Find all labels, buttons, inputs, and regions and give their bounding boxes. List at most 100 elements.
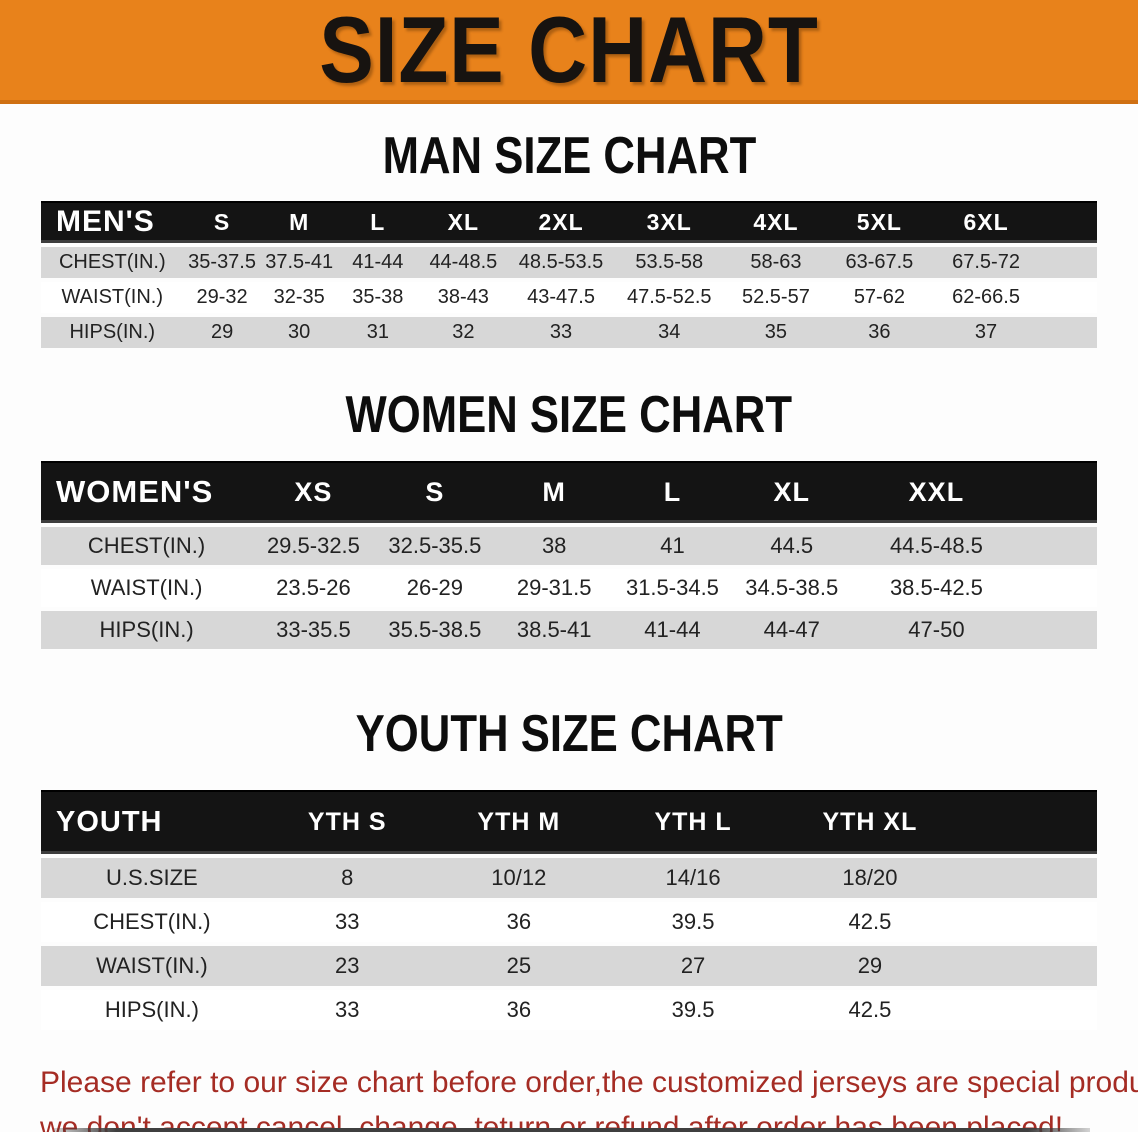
table-row: CHEST(IN.) 35-37.5 37.5-41 41-44 44-48.5 48.5…	[41, 247, 1097, 279]
size-cell: 38-43	[417, 282, 509, 314]
women-section-heading: WOMEN SIZE CHART	[0, 387, 1138, 443]
size-cell: 10/12	[431, 858, 606, 899]
row-label: CHEST(IN.)	[41, 527, 253, 566]
column-header: XL	[731, 461, 852, 524]
size-cell: 63-67.5	[826, 247, 933, 279]
section-men: MAN SIZE CHART MEN'S S M L XL 2XL 3XL 4XL 5XL 6XL…	[0, 127, 1138, 352]
size-cell: 41-44	[613, 611, 732, 650]
youth-section-heading-text: YOUTH SIZE CHART	[355, 705, 783, 764]
size-cell: 44.5	[731, 527, 852, 566]
mens-size-table: MEN'S S M L XL 2XL 3XL 4XL 5XL 6XL CHEST(IN.) 35-37…	[41, 197, 1097, 352]
size-cell: 35-38	[337, 282, 418, 314]
size-cell: 36	[431, 990, 606, 1031]
size-table: YOUTH YTH S YTH M YTH L YTH XL U.S.SIZE 8 10/12…	[41, 786, 1097, 1034]
size-cell: 27	[605, 946, 781, 987]
size-cell: 58-63	[725, 247, 827, 279]
size-cell: 31.5-34.5	[613, 569, 732, 608]
table-row: HIPS(IN.) 29 30 31 32 33 34 35 36 37	[41, 317, 1097, 349]
column-header: YTH M	[431, 790, 606, 855]
bottom-edge-strip	[54, 1128, 1090, 1132]
size-cell: 35-37.5	[183, 247, 261, 279]
size-cell: 32	[417, 317, 509, 349]
table-row: U.S.SIZE 8 10/12 14/16 18/20	[41, 858, 1097, 899]
table-row: WAIST(IN.) 23.5-26 26-29 29-31.5 31.5-34.5 34…	[41, 569, 1097, 608]
size-cell: 38.5-42.5	[851, 569, 1021, 608]
size-cell: 39.5	[605, 990, 781, 1031]
table-row: HIPS(IN.) 33-35.5 35.5-38.5 38.5-41 41-44 44-…	[41, 611, 1097, 650]
table-header-row: MEN'S S M L XL 2XL 3XL 4XL 5XL 6XL	[41, 201, 1097, 244]
row-spacer-cell	[959, 858, 1097, 899]
column-header: XL	[417, 201, 509, 244]
size-cell: 36	[826, 317, 933, 349]
size-cell: 29.5-32.5	[252, 527, 375, 566]
size-cell: 18/20	[780, 858, 960, 899]
column-header: 4XL	[725, 201, 827, 244]
table-row: CHEST(IN.) 33 36 39.5 42.5	[41, 902, 1097, 943]
column-header: 5XL	[826, 201, 933, 244]
row-label: U.S.SIZE	[41, 858, 263, 899]
header-spacer-cell	[1039, 201, 1097, 244]
row-spacer-cell	[959, 902, 1097, 943]
column-header: L	[337, 201, 418, 244]
size-cell: 53.5-58	[613, 247, 726, 279]
column-header: 6XL	[932, 201, 1040, 244]
size-cell: 30	[260, 317, 338, 349]
size-cell: 29	[780, 946, 960, 987]
banner-title: SIZE CHART	[319, 0, 819, 102]
size-cell: 44.5-48.5	[851, 527, 1021, 566]
column-header: YTH S	[262, 790, 432, 855]
size-cell: 23.5-26	[252, 569, 375, 608]
table-row: WAIST(IN.) 23 25 27 29	[41, 946, 1097, 987]
size-cell: 41-44	[337, 247, 418, 279]
table-row: WAIST(IN.) 29-32 32-35 35-38 38-43 43-47.5 47.…	[41, 282, 1097, 314]
size-cell: 8	[262, 858, 432, 899]
womens-size-table: WOMEN'S XS S M L XL XXL CHEST(IN.) 29.5-32.5 32.5…	[41, 457, 1097, 653]
table-corner-label: YOUTH	[41, 790, 263, 855]
table-corner-label: WOMEN'S	[41, 461, 253, 524]
size-cell: 34	[613, 317, 726, 349]
size-cell: 14/16	[605, 858, 781, 899]
header-spacer-cell	[959, 790, 1097, 855]
row-label: HIPS(IN.)	[41, 990, 263, 1031]
table-header-row: YOUTH YTH S YTH M YTH L YTH XL	[41, 790, 1097, 855]
size-cell: 43-47.5	[508, 282, 614, 314]
column-header: XS	[252, 461, 375, 524]
size-cell: 44-48.5	[417, 247, 509, 279]
row-spacer-cell	[1020, 569, 1097, 608]
disclaimer-line-2: we don't accept cancel, change, teturn o…	[40, 1111, 1064, 1132]
row-label: WAIST(IN.)	[41, 569, 253, 608]
row-spacer-cell	[959, 990, 1097, 1031]
size-cell: 42.5	[780, 990, 960, 1031]
header-spacer-cell	[1020, 461, 1097, 524]
men-section-heading: MAN SIZE CHART	[0, 127, 1138, 185]
disclaimer-text: Please refer to our size chart before or…	[40, 1060, 1138, 1132]
size-cell: 29	[183, 317, 261, 349]
row-spacer-cell	[1020, 527, 1097, 566]
size-cell: 62-66.5	[932, 282, 1040, 314]
size-cell: 31	[337, 317, 418, 349]
size-cell: 37.5-41	[260, 247, 338, 279]
youth-section-heading: YOUTH SIZE CHART	[0, 707, 1138, 762]
row-label: WAIST(IN.)	[41, 282, 184, 314]
table-row: HIPS(IN.) 33 36 39.5 42.5	[41, 990, 1097, 1031]
size-cell: 29-32	[183, 282, 261, 314]
size-cell: 33-35.5	[252, 611, 375, 650]
column-header: S	[183, 201, 261, 244]
row-label: HIPS(IN.)	[41, 611, 253, 650]
size-cell: 47-50	[851, 611, 1021, 650]
size-cell: 38	[495, 527, 614, 566]
size-table: WOMEN'S XS S M L XL XXL CHEST(IN.) 29.5-32.5 32.5…	[41, 457, 1097, 653]
row-spacer-cell	[1039, 282, 1097, 314]
size-cell: 41	[613, 527, 732, 566]
table-row: CHEST(IN.) 29.5-32.5 32.5-35.5 38 41 44.5 44.5…	[41, 527, 1097, 566]
column-header: M	[260, 201, 338, 244]
size-cell: 38.5-41	[495, 611, 614, 650]
column-header: YTH XL	[780, 790, 960, 855]
disclaimer-line-1: Please refer to our size chart before or…	[40, 1066, 1138, 1100]
men-section-heading-text: MAN SIZE CHART	[382, 127, 756, 185]
row-spacer-cell	[959, 946, 1097, 987]
row-label: CHEST(IN.)	[41, 247, 184, 279]
size-cell: 35	[725, 317, 827, 349]
size-cell: 23	[262, 946, 432, 987]
